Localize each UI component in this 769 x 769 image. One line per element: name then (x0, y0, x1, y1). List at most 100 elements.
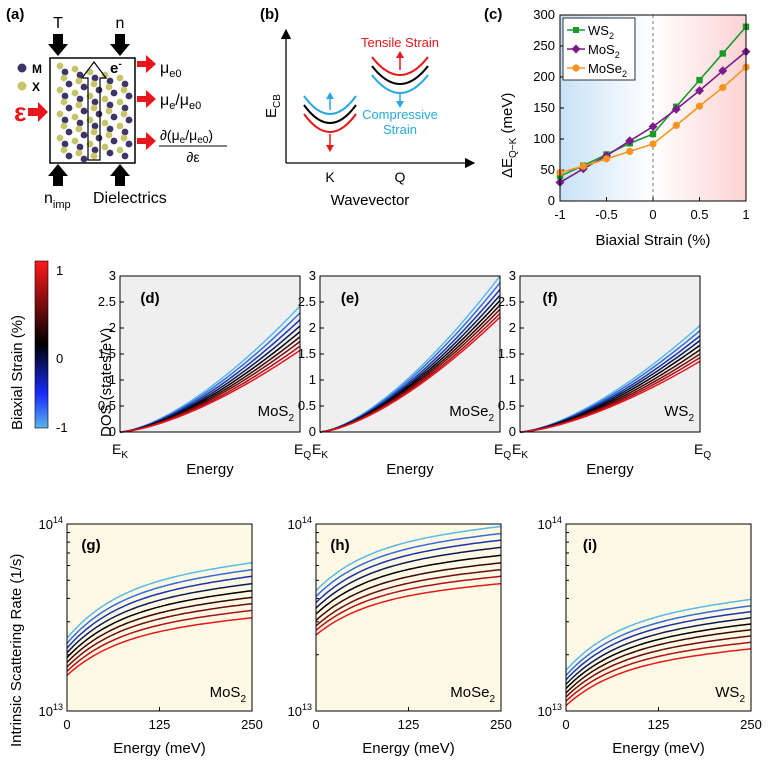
dos-x-tick-eq: EQ (294, 441, 311, 461)
x-atom-icon (60, 74, 68, 82)
output-arrow-2 (137, 90, 156, 108)
m-atom-icon (61, 116, 69, 124)
x-atom-icon (56, 110, 64, 118)
panel-c-point (718, 66, 728, 76)
legend-entry-label: MoSe2 (588, 61, 627, 79)
scattering-x-label: Energy (meV) (113, 740, 206, 757)
panel-c-x-tick-label: 1 (742, 207, 749, 222)
panel-c-point (579, 162, 587, 170)
scattering-curve (315, 568, 502, 627)
panel-c-point (626, 147, 634, 155)
scattering-curve (565, 641, 752, 702)
dos-y-tick-label: 1 (109, 372, 116, 387)
scattering-curve (66, 596, 253, 663)
panel-c-y-tick-label: 200 (533, 69, 555, 84)
compressive-strain-label-2: Strain (383, 122, 417, 137)
scattering-curve (565, 617, 752, 685)
m-atom-icon (121, 104, 129, 112)
m-atom-icon (76, 143, 84, 151)
q-valley-tensile (371, 56, 429, 76)
scattering-material-label: MoS2 (210, 684, 247, 705)
scattering-curve (565, 610, 752, 681)
x-atom-icon (101, 95, 109, 103)
arrow-up-impurities (48, 164, 68, 186)
m-atom-icon (61, 68, 69, 76)
output-mobility-ratio: μe/μe0 (160, 92, 201, 112)
x-atom-icon (71, 89, 79, 97)
dos-x-tick-eq: EQ (694, 441, 711, 461)
scattering-x-tick-label: 125 (398, 717, 420, 732)
panel-label-a: (a) (6, 6, 24, 23)
electron-label: e- (110, 59, 122, 77)
dos-frame (519, 275, 701, 433)
valley-q-label: Q (395, 169, 406, 185)
scattering-curve (315, 532, 502, 597)
dos-y-tick-label: 1.5 (298, 346, 316, 361)
dos-curve (319, 316, 501, 433)
panel-c-y-tick-label: 50 (541, 162, 555, 177)
dos-y-tick-label: 0 (309, 424, 316, 439)
panel-label-c: (c) (484, 6, 502, 23)
scattering-x-tick-label: 125 (149, 717, 171, 732)
scattering-curve (565, 648, 752, 707)
panel-b-y-label: ECB (263, 94, 283, 118)
m-atom-icon (110, 113, 118, 121)
panel-b: (b) ECB Wavevector K Q Tensile Strain Co… (260, 6, 476, 209)
scattering-curve (565, 635, 752, 698)
dos-y-tick-label: 2 (109, 320, 116, 335)
dos-y-tick-label: 0 (509, 424, 516, 439)
dos-panel-label: (f) (543, 290, 558, 307)
dos-panel-label: (d) (140, 290, 159, 307)
dos-y-tick-label: 1.5 (98, 346, 116, 361)
dos-y-tick-label: 0.5 (98, 398, 116, 413)
x-atom-icon (90, 104, 98, 112)
scattering-plot-area (67, 524, 252, 711)
m-atom-icon (76, 119, 84, 127)
dos-y-tick-label: 1 (309, 372, 316, 387)
scattering-curve (565, 605, 752, 676)
panel-c-point (672, 121, 680, 129)
m-atom-icon (106, 125, 114, 133)
m-atom-icon (76, 71, 84, 79)
scattering-frame (66, 523, 253, 712)
x-atom-icon (56, 134, 64, 142)
x-atom-icon (90, 152, 98, 160)
dos-frame (319, 275, 501, 433)
scattering-curve (66, 589, 253, 659)
scattering-x-tick-label: 250 (740, 717, 762, 732)
m-atom-icon (106, 77, 114, 85)
x-atom-icon (75, 125, 83, 133)
dos-x-tick-ek: EK (112, 441, 128, 461)
x-atom-icon (71, 137, 79, 145)
scattering-panel-label: (h) (330, 537, 349, 554)
x-atom-icon (116, 98, 124, 106)
scattering-x-tick-label: 250 (490, 717, 512, 732)
scattering-y-tick-label: 1013 (538, 702, 562, 719)
tensile-strain-label: Tensile Strain (361, 35, 439, 50)
x-atom-icon (56, 86, 64, 94)
epsilon-symbol: ε (14, 97, 26, 127)
k-tensile-arrow-head-icon (326, 145, 334, 152)
panel-label-b: (b) (260, 6, 279, 23)
scattering-x-tick-label: 0 (312, 717, 319, 732)
panel-c-x-label: Biaxial Strain (%) (595, 232, 710, 249)
scattering-y-tick-label: 1013 (288, 702, 312, 719)
q-tensile-arrow-head-icon (396, 51, 404, 58)
k-valley-neutral (303, 104, 357, 124)
panel-c-point (648, 122, 658, 132)
panel-c-point (671, 104, 681, 114)
output-mu-e0: μe0 (160, 60, 181, 80)
m-atom-icon (125, 92, 133, 100)
x-atom-icon (120, 134, 128, 142)
label-carrier-density: n (116, 15, 125, 32)
scattering-curve (315, 575, 502, 631)
m-atom-icon (121, 152, 129, 160)
panel-c-point (695, 102, 704, 110)
scattering-x-tick-label: 0 (63, 717, 70, 732)
scattering-panel-label: (g) (81, 537, 100, 554)
x-atom-icon (60, 98, 68, 106)
scattering-x-label: Energy (meV) (362, 740, 455, 757)
panel-c-x-tick-label: -0.5 (595, 207, 617, 222)
m-atom-icon (80, 83, 88, 91)
